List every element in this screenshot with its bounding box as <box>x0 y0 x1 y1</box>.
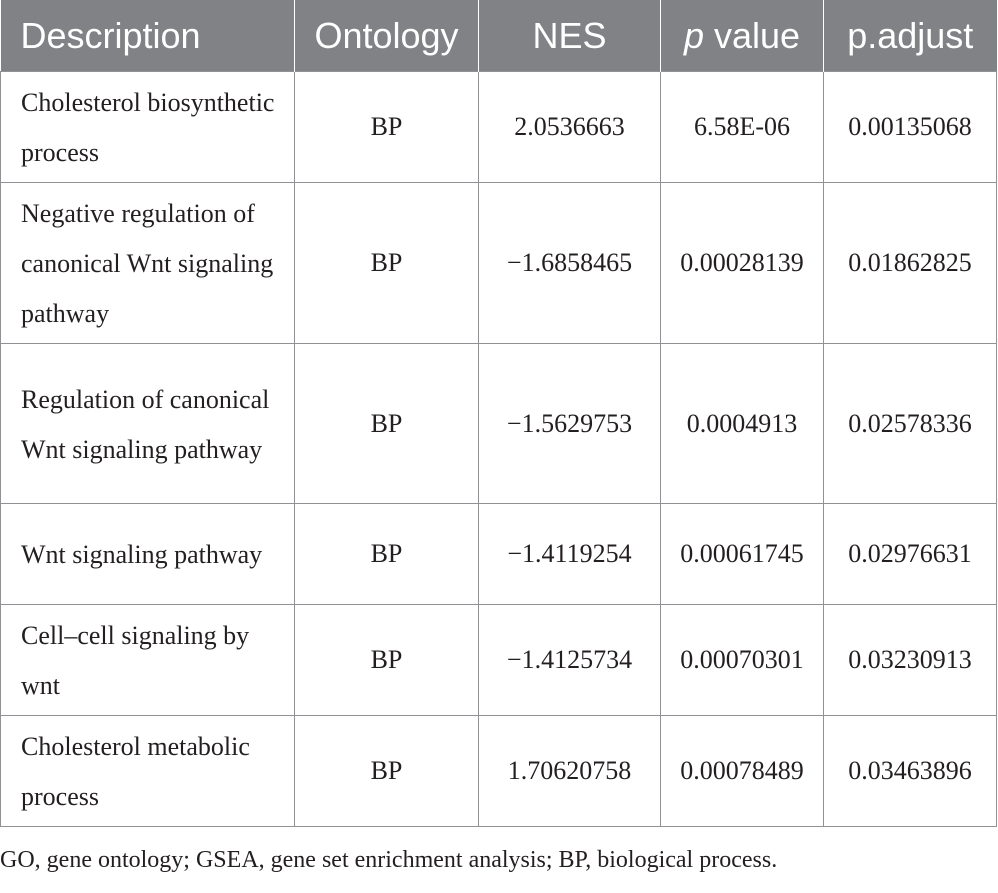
header-description: Description <box>20 15 201 56</box>
table-row: Cell–cell signaling by wnt BP −1.4125734… <box>0 604 997 716</box>
header-p-value-rest: value <box>703 15 801 56</box>
cell-nes: −1.6858465 <box>478 182 661 344</box>
table-row: Negative regulation of canonical Wnt sig… <box>0 182 997 344</box>
cell-p-value: 0.0004913 <box>660 343 824 504</box>
cell-p-value: 6.58E-06 <box>660 71 824 183</box>
cell-p-value: 0.00061745 <box>660 503 824 605</box>
table-footnote: GO, gene ontology; GSEA, gene set enrich… <box>0 847 778 873</box>
table-row: Wnt signaling pathway BP −1.4119254 0.00… <box>0 503 997 605</box>
gsea-results-table: Description Ontology NES p value p.adjus… <box>0 0 997 827</box>
cell-description: Cell–cell signaling by wnt <box>0 604 295 716</box>
header-nes: NES <box>478 0 661 72</box>
cell-ontology: BP <box>294 71 479 183</box>
header-ontology: Ontology <box>294 0 479 72</box>
cell-ontology: BP <box>294 343 479 504</box>
cell-ontology: BP <box>294 604 479 716</box>
cell-p-adjust: 0.03230913 <box>823 604 997 716</box>
results-table-container: Description Ontology NES p value p.adjus… <box>0 0 997 827</box>
cell-p-adjust: 0.00135068 <box>823 71 997 183</box>
cell-description: Wnt signaling pathway <box>0 503 295 605</box>
cell-p-adjust: 0.02976631 <box>823 503 997 605</box>
cell-nes: 1.70620758 <box>478 715 661 827</box>
cell-nes: 2.0536663 <box>478 71 661 183</box>
cell-p-value: 0.00070301 <box>660 604 824 716</box>
cell-nes: −1.4125734 <box>478 604 661 716</box>
cell-description: Cholesterol biosynthetic process <box>0 71 295 183</box>
cell-p-adjust: 0.01862825 <box>823 182 997 344</box>
cell-ontology: BP <box>294 715 479 827</box>
cell-p-adjust: 0.03463896 <box>823 715 997 827</box>
cell-ontology: BP <box>294 503 479 605</box>
cell-nes: −1.5629753 <box>478 343 661 504</box>
table-row: Cholesterol metabolic process BP 1.70620… <box>0 715 997 827</box>
cell-description: Negative regulation of canonical Wnt sig… <box>0 182 295 344</box>
cell-ontology: BP <box>294 182 479 344</box>
header-p-adjust: p.adjust <box>823 0 997 72</box>
table-row: Cholesterol biosynthetic process BP 2.05… <box>0 71 997 183</box>
cell-p-adjust: 0.02578336 <box>823 343 997 504</box>
header-p-value: p value <box>660 0 824 72</box>
cell-description: Cholesterol metabolic process <box>0 715 295 827</box>
table-header-row: Description Ontology NES p value p.adjus… <box>0 0 997 72</box>
cell-nes: −1.4119254 <box>478 503 661 605</box>
table-row: Regulation of canonical Wnt signaling pa… <box>0 343 997 504</box>
cell-p-value: 0.00028139 <box>660 182 824 344</box>
cell-p-value: 0.00078489 <box>660 715 824 827</box>
cell-description: Regulation of canonical Wnt signaling pa… <box>0 343 295 504</box>
header-p-value-italic: p <box>683 15 704 56</box>
